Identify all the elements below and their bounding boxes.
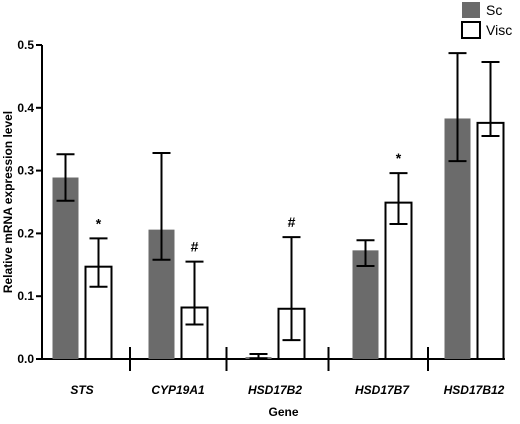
legend-swatch-visc: [461, 21, 481, 39]
bar-visc-hsd17b12: [476, 121, 505, 361]
significance-annotation: #: [288, 214, 296, 230]
bars: * # # *: [52, 52, 505, 361]
bar-visc-cyp19a1: [180, 306, 209, 360]
significance-annotation: *: [96, 215, 102, 231]
x-axis-title: Gene: [268, 405, 298, 419]
legend-label-sc: Sc: [486, 2, 502, 18]
x-tick-label: STS: [70, 383, 93, 397]
y-axis-title: Relative mRNA expression level: [1, 111, 15, 293]
y-tick-label: 0.5: [17, 38, 34, 52]
y-axis: 0.0 0.1 0.2 0.3 0.4 0.5: [17, 38, 43, 366]
significance-annotation: #: [191, 239, 199, 255]
bar-sc-hsd17b7: [352, 250, 379, 359]
bar-sc-sts: [52, 177, 79, 359]
legend-swatch-sc: [462, 2, 480, 18]
y-tick-label: 0.1: [17, 289, 34, 303]
y-tick-label: 0.4: [17, 101, 34, 115]
x-tick-label: HSD17B2: [248, 383, 302, 397]
legend: Sc Visc: [461, 2, 512, 39]
y-tick-label: 0.2: [17, 226, 34, 240]
y-tick-label: 0.3: [17, 164, 34, 178]
x-tick-label: HSD17B7: [355, 383, 410, 397]
legend-label-visc: Visc: [486, 22, 512, 38]
x-tick-label: CYP19A1: [151, 383, 205, 397]
bar-visc-hsd17b7: [384, 201, 413, 360]
significance-annotation: *: [396, 150, 402, 166]
y-tick-label: 0.0: [17, 352, 34, 366]
x-tick-label: HSD17B12: [444, 383, 505, 397]
x-axis: STS CYP19A1 HSD17B2 HSD17B7 HSD17B12: [42, 347, 505, 397]
